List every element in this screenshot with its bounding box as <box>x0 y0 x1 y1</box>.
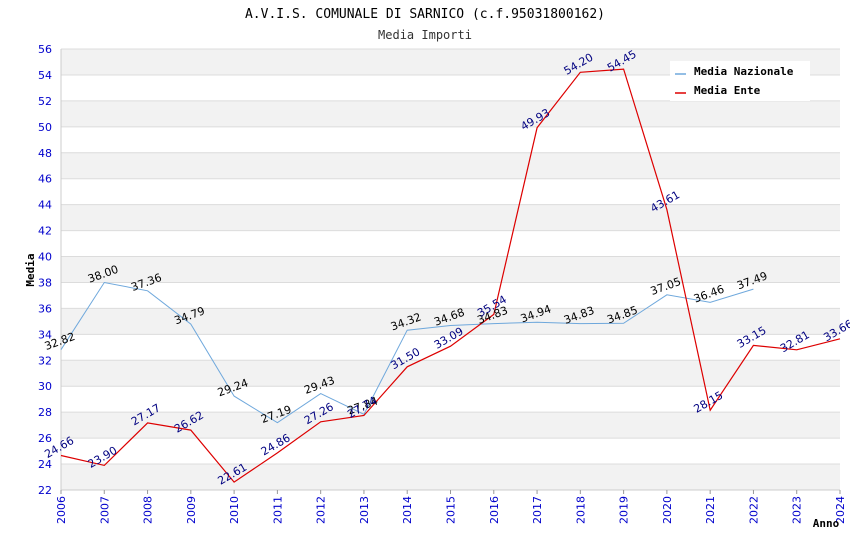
y-tick-label: 28 <box>38 406 52 419</box>
y-tick-label: 26 <box>38 432 52 445</box>
y-tick-label: 54 <box>38 69 52 82</box>
x-tick-label: 2014 <box>401 496 414 524</box>
x-tick-label: 2020 <box>661 496 674 524</box>
x-tick-label: 2008 <box>142 496 155 524</box>
y-tick-label: 42 <box>38 225 52 238</box>
legend: Media Nazionale Media Ente <box>670 61 810 101</box>
y-tick-label: 50 <box>38 121 52 134</box>
series-line-media-nazionale <box>60 281 754 424</box>
x-tick-label: 2009 <box>185 496 198 524</box>
legend-label-ente: Media Ente <box>694 84 761 97</box>
y-tick-label: 38 <box>38 276 52 289</box>
x-tick-label: 2013 <box>358 496 371 524</box>
grid-band <box>61 100 840 127</box>
x-tick-label: 2023 <box>791 496 804 524</box>
x-tick-label: 2017 <box>531 496 544 524</box>
y-tick-label: 46 <box>38 173 52 186</box>
data-label-ente: 28.15 <box>692 389 726 416</box>
grid-band <box>61 464 840 490</box>
x-tick-label: 2015 <box>445 496 458 524</box>
grid-band <box>61 204 840 231</box>
y-tick-label: 24 <box>38 458 52 471</box>
background-bands <box>61 49 840 490</box>
axes <box>60 49 841 494</box>
chart-title: A.V.I.S. COMUNALE DI SARNICO (c.f.950318… <box>245 7 605 22</box>
x-tick-label: 2006 <box>55 496 68 524</box>
y-tick-label: 48 <box>38 147 52 160</box>
tick-labels: 22 24 26 28 30 32 34 36 38 40 42 44 46 48 50 52 54 56 2006… <box>38 43 847 524</box>
x-tick-label: 2019 <box>618 496 631 524</box>
chart-subtitle: Media Importi <box>378 28 472 42</box>
y-tick-label: 44 <box>38 199 52 212</box>
x-tick-label: 2024 <box>834 496 847 524</box>
grid-band <box>61 412 840 439</box>
x-tick-label: 2011 <box>271 496 284 524</box>
x-tick-label: 2021 <box>704 496 717 524</box>
grid-band <box>61 308 840 335</box>
x-tick-label: 2022 <box>747 496 760 524</box>
grid-band <box>61 256 840 283</box>
y-tick-label: 22 <box>38 484 52 497</box>
series-lines <box>60 68 841 483</box>
x-tick-label: 2018 <box>574 496 587 524</box>
y-tick-label: 30 <box>38 380 52 393</box>
y-tick-label: 52 <box>38 95 52 108</box>
legend-label-nazionale: Media Nazionale <box>694 65 794 78</box>
x-tick-label: 2010 <box>228 496 241 524</box>
grid-band <box>61 360 840 387</box>
y-axis-title: Media <box>24 253 37 286</box>
legend-box <box>670 61 810 101</box>
x-tick-label: 2007 <box>98 496 111 524</box>
y-tick-label: 36 <box>38 302 52 315</box>
y-tick-label: 40 <box>38 251 52 264</box>
x-tick-label: 2016 <box>488 496 501 524</box>
series-line-media-ente <box>60 68 841 483</box>
x-tick-label: 2012 <box>315 496 328 524</box>
y-tick-label: 56 <box>38 43 52 56</box>
grid-band <box>61 152 840 179</box>
x-axis-title: Anno <box>813 517 840 530</box>
grid-lines <box>61 48 840 491</box>
y-tick-label: 32 <box>38 354 52 367</box>
y-tick-label: 34 <box>38 328 52 341</box>
